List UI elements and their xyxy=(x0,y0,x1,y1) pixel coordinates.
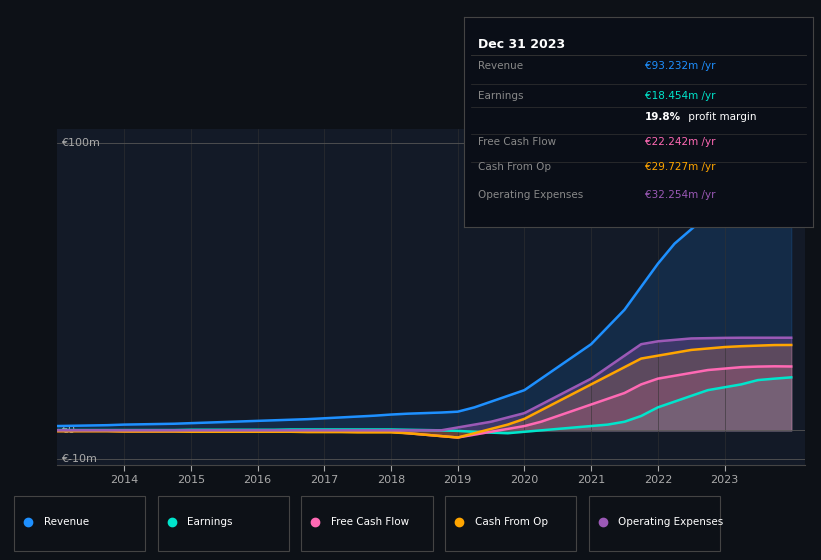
Text: €18.454m /yr: €18.454m /yr xyxy=(645,91,716,101)
Text: €93.232m /yr: €93.232m /yr xyxy=(645,62,716,72)
Text: Cash From Op: Cash From Op xyxy=(478,162,551,172)
Text: Operating Expenses: Operating Expenses xyxy=(478,189,583,199)
Text: €22.242m /yr: €22.242m /yr xyxy=(645,137,716,147)
Text: Revenue: Revenue xyxy=(44,517,89,527)
Text: 19.8%: 19.8% xyxy=(645,112,681,122)
Text: profit margin: profit margin xyxy=(686,112,757,122)
Text: €0: €0 xyxy=(61,426,75,435)
Text: €32.254m /yr: €32.254m /yr xyxy=(645,189,716,199)
Text: Dec 31 2023: Dec 31 2023 xyxy=(478,38,565,51)
Text: Free Cash Flow: Free Cash Flow xyxy=(478,137,556,147)
Text: €100m: €100m xyxy=(61,138,99,148)
Text: Revenue: Revenue xyxy=(478,62,523,72)
Text: Earnings: Earnings xyxy=(187,517,232,527)
Text: Earnings: Earnings xyxy=(478,91,523,101)
Text: Cash From Op: Cash From Op xyxy=(475,517,548,527)
Text: €29.727m /yr: €29.727m /yr xyxy=(645,162,716,172)
Text: Operating Expenses: Operating Expenses xyxy=(618,517,723,527)
Text: Free Cash Flow: Free Cash Flow xyxy=(331,517,409,527)
Text: €-10m: €-10m xyxy=(61,454,97,464)
